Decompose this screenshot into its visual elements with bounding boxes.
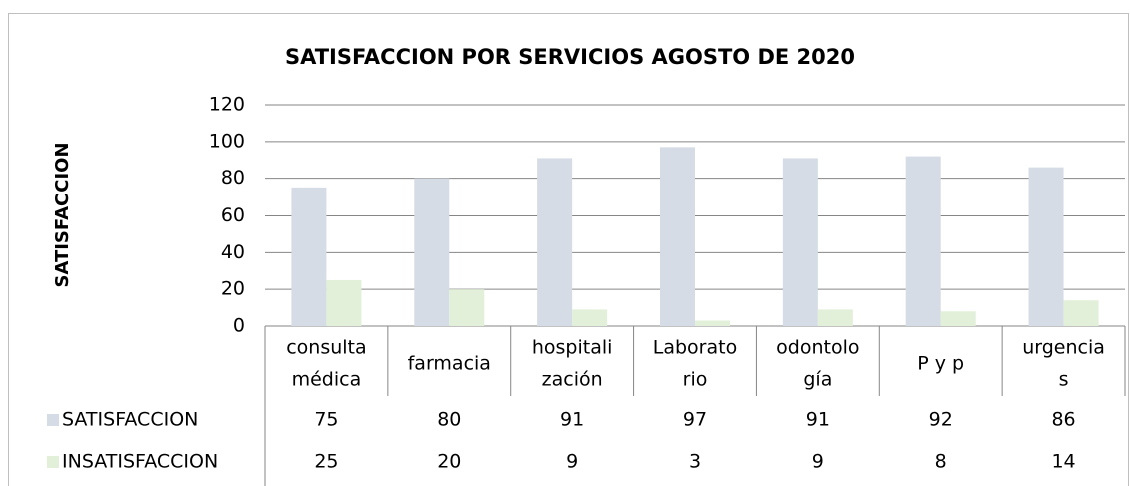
bar: [817, 309, 853, 326]
bar: [449, 289, 485, 326]
legend-label: INSATISFACCION: [62, 451, 218, 473]
table-value: 91: [560, 409, 584, 431]
table-value: 9: [812, 451, 824, 473]
table-value: 25: [314, 451, 338, 473]
table-value: 20: [437, 451, 461, 473]
y-tick-label: 60: [221, 204, 245, 226]
bar: [659, 147, 695, 326]
bar: [572, 309, 608, 326]
chart-frame: [8, 13, 1129, 486]
table-value: 8: [935, 451, 947, 473]
y-tick-label: 40: [221, 241, 245, 263]
chart-title: SATISFACCION POR SERVICIOS AGOSTO DE 202…: [285, 45, 855, 69]
table-value: 91: [806, 409, 830, 431]
table-value: 75: [314, 409, 338, 431]
bar: [782, 158, 818, 326]
table-value: 9: [566, 451, 578, 473]
bar: [905, 156, 941, 326]
x-tick-label: hospitali: [532, 337, 613, 359]
x-tick-label: médica: [292, 369, 362, 391]
y-tick-label: 0: [233, 315, 245, 337]
legend-swatch: [47, 414, 59, 426]
legend-swatch: [47, 456, 59, 468]
legend-label: SATISFACCION: [62, 409, 198, 431]
x-tick-label: consulta: [286, 337, 366, 359]
y-tick-label: 20: [221, 278, 245, 300]
table-value: 97: [683, 409, 707, 431]
table-value: 92: [929, 409, 953, 431]
table-value: 3: [689, 451, 701, 473]
bar: [1028, 167, 1064, 326]
x-tick-label: gía: [803, 369, 832, 391]
table-value: 80: [437, 409, 461, 431]
y-tick-label: 120: [209, 94, 245, 116]
bar: [537, 158, 573, 326]
x-tick-label: P y p: [917, 353, 964, 375]
y-tick-label: 100: [209, 130, 245, 152]
y-tick-label: 80: [221, 167, 245, 189]
x-tick-label: farmacia: [408, 353, 491, 375]
x-tick-label: s: [1059, 369, 1069, 391]
bar: [326, 279, 362, 326]
bar: [695, 320, 731, 326]
bar: [940, 311, 976, 326]
table-value: 14: [1051, 451, 1075, 473]
x-tick-label: odontolo: [776, 337, 859, 359]
x-tick-label: urgencia: [1022, 337, 1105, 359]
x-tick-label: zación: [542, 369, 603, 391]
bar: [1063, 300, 1099, 326]
table-value: 86: [1051, 409, 1075, 431]
bar: [414, 178, 450, 326]
x-tick-label: Laborato: [653, 337, 737, 359]
bar: [291, 187, 327, 326]
y-axis-label: SATISFACCION: [52, 142, 73, 287]
x-tick-label: rio: [683, 369, 708, 391]
